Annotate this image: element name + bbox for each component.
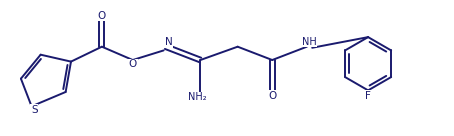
Text: NH₂: NH₂ — [188, 92, 207, 102]
Text: F: F — [365, 91, 371, 101]
Text: O: O — [268, 91, 276, 101]
Text: O: O — [98, 11, 106, 21]
Text: NH: NH — [302, 37, 317, 47]
Text: S: S — [31, 105, 38, 115]
Text: O: O — [128, 59, 137, 69]
Text: N: N — [164, 37, 173, 47]
